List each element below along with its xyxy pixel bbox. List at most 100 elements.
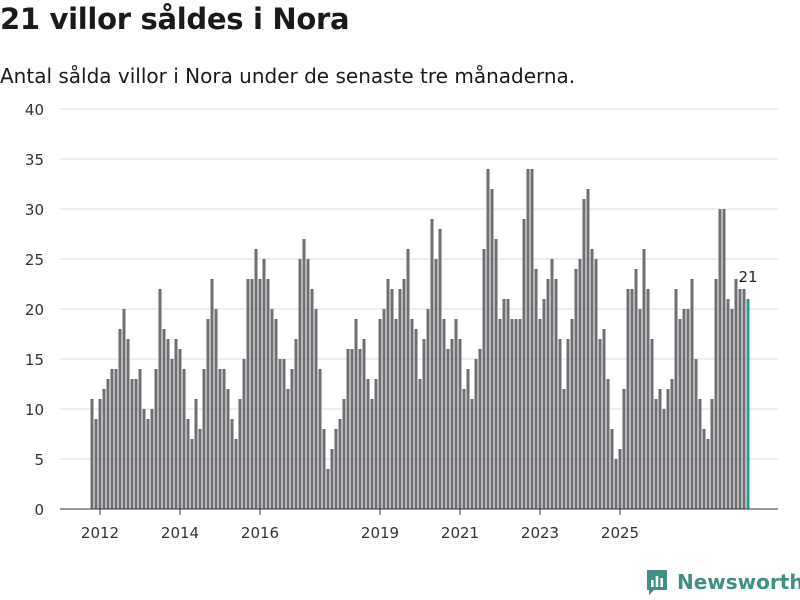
bar [402,279,406,509]
bar [382,309,386,509]
bar [458,339,462,509]
bar [578,259,582,509]
bar [354,319,358,509]
y-tick-label: 20 [25,301,44,319]
bar [378,319,382,509]
x-tick-label: 2012 [81,524,119,542]
bar [134,379,138,509]
bar [622,389,626,509]
bar [114,369,118,509]
bar [570,319,574,509]
bar [666,389,670,509]
bar [178,349,182,509]
bar [362,339,366,509]
bar [494,239,498,509]
bar [518,319,522,509]
bar [530,169,534,509]
y-tick-label: 35 [25,151,44,169]
bar [582,199,586,509]
bar [278,359,282,509]
bar [590,249,594,509]
bar [678,319,682,509]
bar [614,459,618,509]
brand-name: Newsworthy [677,570,800,594]
brand-logo[interactable]: Newsworthy [645,568,800,596]
bar [158,289,162,509]
bar [562,389,566,509]
bar [302,239,306,509]
bar [630,289,634,509]
bar [146,419,150,509]
bar [306,259,310,509]
bar [370,399,374,509]
bar [706,439,710,509]
bar [262,259,266,509]
bar [330,449,334,509]
bar [566,339,570,509]
bar [326,469,330,509]
bar [606,379,610,509]
bar [410,319,414,509]
bar [730,309,734,509]
bar [634,269,638,509]
bar [90,399,94,509]
bar [94,419,98,509]
bar [574,269,578,509]
bar [274,319,278,509]
bar [690,279,694,509]
chart-subtitle: Antal sålda villor i Nora under de senas… [0,64,576,88]
bar [714,279,718,509]
bar [406,249,410,509]
bar [358,349,362,509]
bar [598,339,602,509]
bar [282,359,286,509]
bar [662,409,666,509]
bar [310,289,314,509]
chart-title: 21 villor såldes i Nora [0,2,350,36]
bar [734,279,738,509]
y-tick-label: 25 [25,251,44,269]
bar [626,289,630,509]
bar [726,299,730,509]
bar [554,279,558,509]
bar [190,439,194,509]
bar [618,449,622,509]
bar [430,219,434,509]
bar [534,269,538,509]
bar [374,379,378,509]
bar [426,309,430,509]
y-tick-label: 0 [34,501,44,519]
bar [106,379,110,509]
bar [490,189,494,509]
bar [650,339,654,509]
x-tick-label: 2023 [521,524,559,542]
bar [414,329,418,509]
bar [514,319,518,509]
bar [670,379,674,509]
y-tick-label: 5 [34,451,44,469]
bar [126,339,130,509]
bar [234,439,238,509]
bar [334,429,338,509]
bar [602,329,606,509]
bar [218,369,222,509]
bar [266,279,270,509]
bar [550,259,554,509]
bar [646,289,650,509]
bar [710,399,714,509]
highlight-value-label: 21 [738,268,757,286]
x-tick-label: 2021 [441,524,479,542]
bar [742,289,746,509]
bar [486,169,490,509]
bar [658,389,662,509]
bar [194,399,198,509]
bar [682,309,686,509]
bar [538,319,542,509]
bar [230,419,234,509]
bar [286,389,290,509]
bar [222,369,226,509]
bar [154,369,158,509]
bar [390,289,394,509]
bar [210,279,214,509]
bar [130,379,134,509]
